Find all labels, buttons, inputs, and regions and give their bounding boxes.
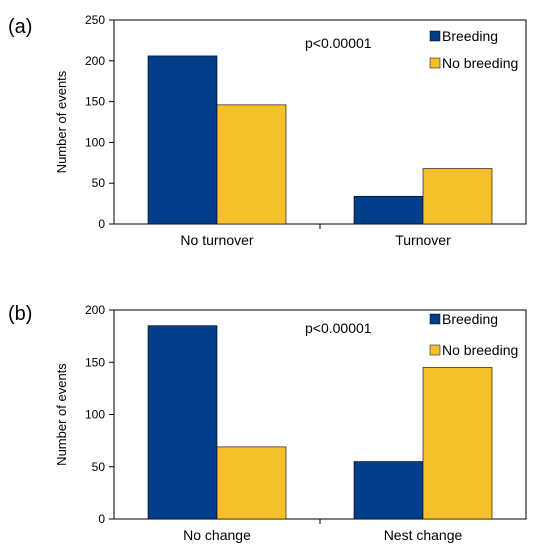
legend-label: Breeding bbox=[442, 28, 498, 44]
panel-label: (a) bbox=[8, 16, 32, 38]
legend: Breeding No breeding bbox=[429, 311, 518, 358]
y-tick-label: 50 bbox=[92, 176, 106, 190]
y-axis-label: Number of events bbox=[54, 363, 69, 466]
legend-swatch bbox=[429, 57, 441, 69]
bar-no-breeding-turnover bbox=[422, 168, 493, 225]
y-tick-label: 0 bbox=[98, 217, 105, 231]
chart-panel-1: (a) 0 50 100 150 200 250 Number of events No tur… bbox=[8, 13, 527, 248]
y-axis-label: Number of events bbox=[54, 70, 69, 173]
x-category-label: Nest change bbox=[384, 527, 463, 543]
legend-swatch bbox=[429, 30, 441, 42]
y-tick-label: 100 bbox=[85, 408, 105, 422]
y-tick-label: 250 bbox=[85, 13, 105, 27]
bar-breeding-no-turnover bbox=[147, 55, 218, 225]
p-value-annotation: p<0.00001 bbox=[305, 35, 372, 51]
y-tick-label: 150 bbox=[85, 355, 105, 369]
legend-label: No breeding bbox=[442, 55, 518, 71]
bar-breeding-turnover bbox=[353, 195, 424, 225]
bar-breeding-no-change bbox=[147, 325, 218, 520]
bar-no-breeding-no-turnover bbox=[216, 104, 287, 225]
y-tick-label: 200 bbox=[85, 303, 105, 317]
panel-label: (b) bbox=[8, 303, 32, 325]
bar-no-breeding-no-change bbox=[216, 446, 287, 520]
y-tick-label: 50 bbox=[92, 460, 106, 474]
legend-label: Breeding bbox=[442, 311, 498, 327]
chart-panel-2: (b) 0 50 100 150 200 Number of events No change… bbox=[8, 303, 527, 543]
y-tick-label: 100 bbox=[85, 135, 105, 149]
legend: Breeding No breeding bbox=[429, 28, 518, 71]
x-category-label: Turnover bbox=[395, 232, 451, 248]
x-category-label: No change bbox=[183, 527, 251, 543]
bar-no-breeding-nest-change bbox=[422, 367, 493, 520]
legend-swatch bbox=[429, 344, 441, 356]
p-value-annotation: p<0.00001 bbox=[305, 320, 372, 336]
legend-swatch bbox=[429, 313, 441, 325]
y-tick-label: 150 bbox=[85, 95, 105, 109]
bar-breeding-nest-change bbox=[353, 461, 424, 520]
y-tick-label: 200 bbox=[85, 54, 105, 68]
y-tick-label: 0 bbox=[98, 512, 105, 526]
legend-label: No breeding bbox=[442, 342, 518, 358]
x-category-label: No turnover bbox=[180, 232, 253, 248]
